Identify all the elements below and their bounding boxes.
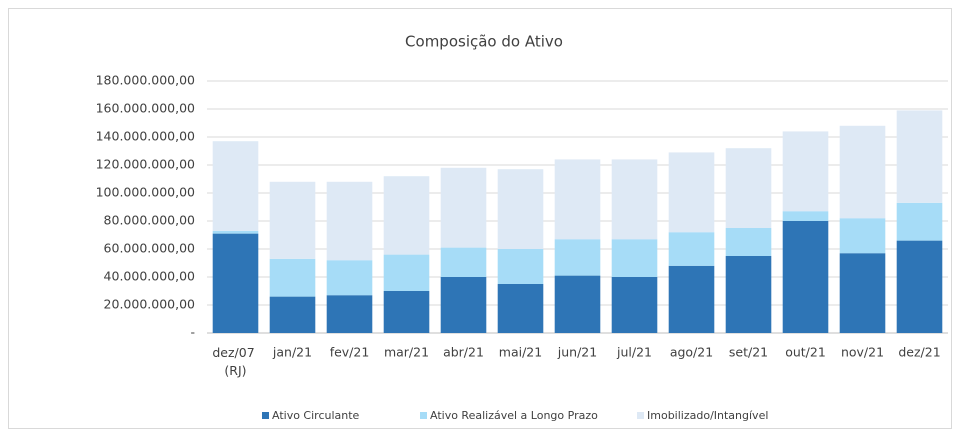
bar-segment	[668, 152, 715, 233]
bar-segment	[269, 181, 316, 259]
bar-segment	[554, 159, 601, 240]
legend-swatch	[262, 412, 269, 419]
x-tick-label: nov/21	[841, 345, 884, 360]
legend-label: Imobilizado/Intangível	[647, 409, 768, 422]
bar-segment	[440, 247, 487, 277]
y-tick-label: 120.000.000,00	[96, 157, 195, 172]
y-tick-label: -	[190, 325, 195, 340]
y-tick-label: 60.000.000,00	[104, 241, 195, 256]
bar-segment	[383, 176, 430, 255]
legend-swatch	[637, 412, 644, 419]
x-tick-label: dez/07 (RJ)	[212, 345, 258, 378]
bar-segment	[725, 256, 772, 333]
x-tick-label: jun/21	[557, 345, 597, 360]
bar-segment	[326, 260, 373, 296]
bar-segment	[440, 167, 487, 248]
bar-segment	[497, 169, 544, 249]
x-tick-label: fev/21	[330, 345, 370, 360]
bar-segment	[212, 230, 259, 234]
bar-segment	[326, 181, 373, 261]
x-tick-label: jan/21	[272, 345, 312, 360]
x-tick-label: abr/21	[443, 345, 484, 360]
bar-segment	[212, 141, 259, 231]
bar-segment	[839, 218, 886, 254]
chart-title: Composição do Ativo	[405, 33, 563, 51]
bar-segment	[554, 275, 601, 333]
bar-segment	[440, 277, 487, 333]
bar-segment	[839, 253, 886, 333]
x-tick-label: mar/21	[384, 345, 429, 360]
bar-segment	[326, 295, 373, 333]
y-tick-label: 160.000.000,00	[96, 101, 195, 116]
bar-segment	[269, 258, 316, 297]
x-tick-label: dez/21	[898, 345, 940, 360]
x-tick-label: set/21	[729, 345, 768, 360]
bar-segment	[497, 249, 544, 284]
bar-segment	[839, 125, 886, 219]
x-tick-label: ago/21	[670, 345, 713, 360]
legend-label: Ativo Circulante	[272, 409, 360, 422]
bar-segment	[668, 265, 715, 333]
bar-segment	[383, 254, 430, 291]
bar-segment	[611, 239, 658, 277]
bar-segment	[725, 148, 772, 228]
bar-segment	[782, 131, 829, 212]
x-tick-label: out/21	[785, 345, 826, 360]
bar-segment	[269, 296, 316, 333]
bar-segment	[725, 228, 772, 256]
bar-segment	[896, 110, 943, 203]
bar-segment	[611, 277, 658, 333]
y-tick-label: 40.000.000,00	[104, 269, 195, 284]
bar-segment	[554, 239, 601, 276]
bar-segment	[896, 202, 943, 241]
y-tick-label: 20.000.000,00	[104, 297, 195, 312]
bar-segment	[896, 240, 943, 333]
bar-segment	[782, 211, 829, 221]
bar-segment	[383, 291, 430, 333]
legend-swatch	[420, 412, 427, 419]
bar-segment	[497, 284, 544, 333]
bar-segment	[212, 233, 259, 333]
y-tick-label: 140.000.000,00	[96, 129, 195, 144]
y-tick-label: 180.000.000,00	[96, 73, 195, 88]
y-tick-label: 80.000.000,00	[104, 213, 195, 228]
bar-segment	[611, 159, 658, 240]
y-tick-label: 100.000.000,00	[96, 185, 195, 200]
x-tick-label: jul/21	[616, 345, 652, 360]
bar-segment	[668, 232, 715, 266]
legend-label: Ativo Realizável a Longo Prazo	[430, 409, 598, 422]
bar-segment	[782, 221, 829, 333]
x-tick-label: mai/21	[499, 345, 542, 360]
